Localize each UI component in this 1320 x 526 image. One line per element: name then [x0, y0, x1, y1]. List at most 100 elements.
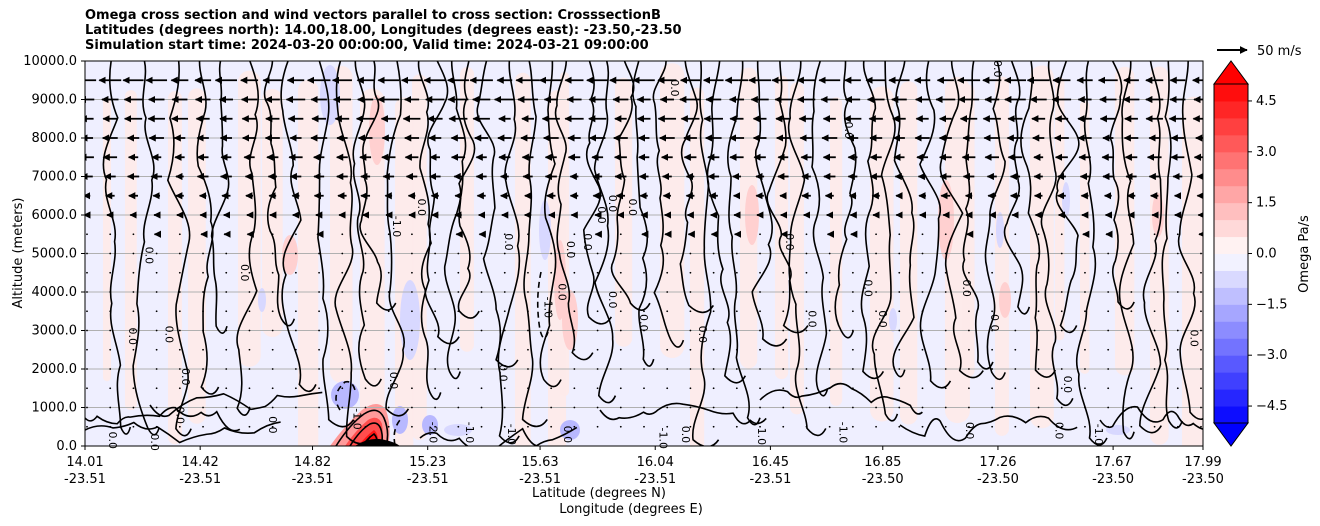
- wind-vector: [527, 348, 529, 351]
- wind-vector: [387, 387, 390, 390]
- wind-vector: [689, 310, 692, 313]
- wind-vector: [457, 310, 460, 313]
- wind-vector: [1014, 348, 1017, 351]
- wind-vector: [155, 252, 158, 255]
- wind-vector: [712, 329, 715, 332]
- wind-vector: [666, 252, 669, 255]
- x-tick-label-lat: 14.01: [66, 455, 103, 470]
- wind-vector: [805, 348, 808, 351]
- x-tick-label-lon: -23.51: [292, 472, 334, 487]
- contour-label: 0.0: [179, 368, 192, 386]
- zero-contour: [834, 61, 857, 339]
- wind-vector: [828, 291, 831, 293]
- wind-vector: [341, 233, 344, 236]
- wind-vector: [155, 291, 158, 293]
- wind-vector: [550, 348, 553, 351]
- wind-vector: [805, 291, 808, 293]
- wind-vector: [109, 387, 112, 390]
- x-tick-label-lat: 17.26: [979, 455, 1016, 470]
- y-tick-label: 0.0: [56, 439, 77, 454]
- y-tick-label: 5000.0: [32, 247, 78, 262]
- wind-vector: [503, 387, 506, 390]
- zero-contour: [210, 61, 230, 334]
- contour-label: -1.0: [1092, 424, 1105, 445]
- wind-vector: [86, 348, 88, 351]
- wind-vector: [434, 310, 437, 313]
- zero-contour: [317, 61, 355, 428]
- wind-vector: [109, 252, 112, 255]
- contour-label: 0.0: [174, 406, 187, 424]
- zero-contour: [811, 61, 829, 397]
- wind-vector: [132, 291, 135, 293]
- wind-vector: [643, 387, 645, 390]
- wind-vector: [271, 252, 274, 255]
- contour-label: 0.0: [1061, 376, 1074, 394]
- wind-vector: [248, 329, 251, 332]
- wind-vector: [225, 425, 228, 428]
- colorbar-tick-label: 3.0: [1256, 145, 1277, 160]
- wind-vector: [457, 329, 460, 332]
- contour-label: 0.0: [148, 433, 161, 451]
- wind-vector: [225, 310, 228, 313]
- zero-contour: [521, 61, 548, 428]
- wind-vector: [178, 271, 181, 274]
- wind-vector: [503, 271, 506, 274]
- contour-label: 0.0: [668, 79, 681, 97]
- x-tick-label-lat: 14.82: [294, 455, 331, 470]
- wind-vector: [944, 406, 947, 409]
- wind-vector: [387, 271, 390, 274]
- contour-label: -2.0: [426, 422, 439, 443]
- wind-vector: [619, 425, 622, 428]
- zero-contour: [593, 61, 617, 404]
- wind-vector: [944, 271, 947, 274]
- wind-vector: [968, 406, 970, 409]
- wind-vector: [1060, 368, 1063, 370]
- wind-vector: [573, 387, 576, 390]
- wind-vector: [109, 406, 112, 409]
- x-tick-label-lat: 15.23: [409, 455, 446, 470]
- wind-vector: [828, 348, 831, 351]
- wind-vector: [457, 387, 460, 390]
- x-tick-label-lat: 17.99: [1184, 455, 1221, 470]
- wind-vector: [875, 310, 877, 313]
- wind-vector: [1130, 348, 1133, 351]
- wind-vector: [1014, 291, 1017, 293]
- zero-contour: [919, 61, 952, 389]
- wind-vector: [851, 291, 854, 293]
- wind-vector: [178, 310, 181, 313]
- wind-vector: [851, 425, 854, 428]
- wind-vector: [898, 271, 901, 274]
- contour-label: 0.0: [497, 364, 510, 382]
- wind-vector: [1060, 387, 1063, 390]
- wind-vector: [759, 425, 761, 428]
- colorbar-level: [1214, 321, 1248, 339]
- wind-vector: [619, 252, 622, 255]
- wind-vector: [573, 271, 576, 274]
- wind-vector: [503, 348, 506, 351]
- wind-vector: [1107, 387, 1110, 390]
- wind-vector: [735, 329, 738, 332]
- wind-vector: [411, 310, 413, 313]
- wind-vector: [1107, 252, 1110, 255]
- contour-label: 0.0: [502, 233, 515, 251]
- wind-vector: [689, 348, 692, 351]
- wind-vector: [457, 406, 460, 409]
- wind-vector: [991, 310, 994, 313]
- wind-vector: [921, 368, 924, 370]
- wind-vector: [155, 310, 158, 313]
- wind-vector: [550, 233, 553, 236]
- colorbar-level: [1214, 202, 1248, 221]
- wind-vector: [1037, 291, 1040, 293]
- wind-vector: [944, 368, 947, 370]
- wind-vector: [202, 387, 204, 390]
- wind-vector: [411, 329, 413, 332]
- wind-vector: [1014, 329, 1017, 332]
- core-contour: [335, 409, 389, 446]
- wind-vector: [573, 233, 576, 236]
- wind-vector: [666, 368, 669, 370]
- wind-vector: [1060, 271, 1063, 274]
- wind-vector: [318, 310, 320, 313]
- wind-vector: [1107, 406, 1110, 409]
- wind-vector: [759, 329, 761, 332]
- wind-vector: [550, 425, 553, 428]
